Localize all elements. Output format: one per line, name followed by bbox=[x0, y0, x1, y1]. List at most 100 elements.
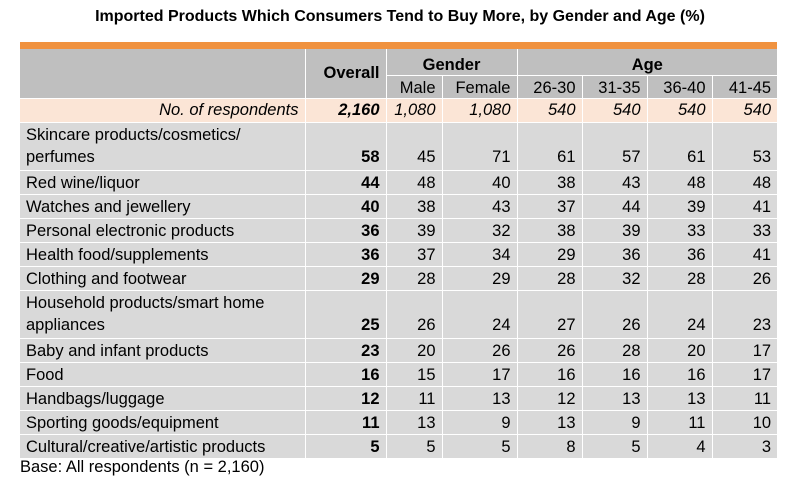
cell-value: 12 bbox=[517, 386, 583, 411]
cell-value: 48 bbox=[386, 170, 443, 195]
cell-value: 13 bbox=[582, 386, 648, 411]
cell-value: 61 bbox=[517, 122, 583, 171]
row-label: Handbags/luggage bbox=[20, 386, 306, 411]
table-row: Watches and jewellery 40 38 43 37 44 39 41 bbox=[20, 194, 778, 219]
cell-value: 4 bbox=[647, 434, 713, 459]
respondents-26-30: 540 bbox=[517, 98, 583, 123]
cell-value: 9 bbox=[442, 410, 518, 435]
cell-value: 5 bbox=[386, 434, 443, 459]
cell-overall: 25 bbox=[305, 290, 387, 339]
cell-value: 27 bbox=[517, 290, 583, 339]
header-row-groups: Overall Gender Age bbox=[20, 49, 778, 99]
cell-value: 57 bbox=[582, 122, 648, 171]
cell-value: 20 bbox=[647, 338, 713, 363]
cell-value: 33 bbox=[712, 218, 778, 243]
respondents-female: 1,080 bbox=[442, 98, 518, 123]
cell-value: 10 bbox=[712, 410, 778, 435]
cell-value: 8 bbox=[517, 434, 583, 459]
cell-value: 13 bbox=[517, 410, 583, 435]
cell-value: 13 bbox=[442, 386, 518, 411]
table-row: Red wine/liquor 44 48 40 38 43 48 48 bbox=[20, 170, 778, 195]
cell-value: 32 bbox=[582, 266, 648, 291]
cell-value: 39 bbox=[582, 218, 648, 243]
respondents-31-35: 540 bbox=[582, 98, 648, 123]
chart-title: Imported Products Which Consumers Tend t… bbox=[95, 8, 705, 25]
cell-value: 23 bbox=[712, 290, 778, 339]
cell-value: 38 bbox=[517, 170, 583, 195]
cell-value: 61 bbox=[647, 122, 713, 171]
header-col-31-35: 31-35 bbox=[582, 75, 648, 99]
cell-value: 11 bbox=[386, 386, 443, 411]
respondents-36-40: 540 bbox=[647, 98, 713, 123]
data-table: Overall Gender Age Male Female 26-30 31-… bbox=[20, 49, 778, 459]
respondents-label: No. of respondents bbox=[20, 98, 306, 123]
header-accent-bar bbox=[20, 42, 777, 49]
row-label: Baby and infant products bbox=[20, 338, 306, 363]
respondents-row: No. of respondents 2,160 1,080 1,080 540… bbox=[20, 98, 778, 123]
cell-overall: 36 bbox=[305, 218, 387, 243]
row-label: Household products/smart home appliances bbox=[20, 290, 306, 339]
cell-overall: 29 bbox=[305, 266, 387, 291]
cell-value: 16 bbox=[517, 362, 583, 387]
respondents-41-45: 540 bbox=[712, 98, 778, 123]
cell-value: 20 bbox=[386, 338, 443, 363]
cell-value: 28 bbox=[647, 266, 713, 291]
table-row: Handbags/luggage 12 11 13 12 13 13 11 bbox=[20, 386, 778, 411]
cell-value: 13 bbox=[647, 386, 713, 411]
cell-value: 36 bbox=[582, 242, 648, 267]
cell-value: 38 bbox=[517, 218, 583, 243]
cell-value: 17 bbox=[712, 362, 778, 387]
table-row: Cultural/creative/artistic products 5 5 5 8 5… bbox=[20, 434, 778, 459]
cell-value: 40 bbox=[442, 170, 518, 195]
cell-overall: 36 bbox=[305, 242, 387, 267]
row-label: Watches and jewellery bbox=[20, 194, 306, 219]
table-row: Household products/smart home appliances… bbox=[20, 290, 778, 339]
cell-value: 13 bbox=[386, 410, 443, 435]
cell-value: 39 bbox=[386, 218, 443, 243]
respondents-male: 1,080 bbox=[386, 98, 443, 123]
cell-value: 71 bbox=[442, 122, 518, 171]
row-label: Red wine/liquor bbox=[20, 170, 306, 195]
row-label: Personal electronic products bbox=[20, 218, 306, 243]
cell-value: 26 bbox=[442, 338, 518, 363]
cell-value: 28 bbox=[582, 338, 648, 363]
header-col-female: Female bbox=[442, 75, 518, 99]
header-col-36-40: 36-40 bbox=[647, 75, 713, 99]
cell-overall: 23 bbox=[305, 338, 387, 363]
cell-value: 26 bbox=[517, 338, 583, 363]
cell-value: 16 bbox=[582, 362, 648, 387]
header-age: Age bbox=[517, 49, 778, 76]
row-label: Skincare products/cosmetics/ perfumes bbox=[20, 122, 306, 171]
cell-value: 37 bbox=[517, 194, 583, 219]
cell-value: 15 bbox=[386, 362, 443, 387]
cell-value: 5 bbox=[442, 434, 518, 459]
header-blank bbox=[20, 49, 306, 99]
table-row: Skincare products/cosmetics/ perfumes 58 4… bbox=[20, 122, 778, 171]
cell-value: 32 bbox=[442, 218, 518, 243]
cell-value: 5 bbox=[582, 434, 648, 459]
cell-value: 43 bbox=[442, 194, 518, 219]
table-row: Clothing and footwear 29 28 29 28 32 28 26 bbox=[20, 266, 778, 291]
table-row: Baby and infant products 23 20 26 26 28 20 17 bbox=[20, 338, 778, 363]
header-col-26-30: 26-30 bbox=[517, 75, 583, 99]
cell-value: 24 bbox=[442, 290, 518, 339]
cell-value: 28 bbox=[517, 266, 583, 291]
table-row: Health food/supplements 36 37 34 29 36 36 41 bbox=[20, 242, 778, 267]
table-row: Sporting goods/equipment 11 13 9 13 9 11 10 bbox=[20, 410, 778, 435]
cell-value: 34 bbox=[442, 242, 518, 267]
cell-value: 41 bbox=[712, 242, 778, 267]
respondents-overall: 2,160 bbox=[305, 98, 387, 123]
cell-overall: 12 bbox=[305, 386, 387, 411]
cell-value: 17 bbox=[442, 362, 518, 387]
cell-overall: 40 bbox=[305, 194, 387, 219]
cell-value: 39 bbox=[647, 194, 713, 219]
header-overall: Overall bbox=[305, 49, 387, 99]
header-col-male: Male bbox=[386, 75, 443, 99]
cell-value: 3 bbox=[712, 434, 778, 459]
cell-value: 29 bbox=[442, 266, 518, 291]
cell-value: 36 bbox=[647, 242, 713, 267]
cell-value: 11 bbox=[712, 386, 778, 411]
cell-value: 33 bbox=[647, 218, 713, 243]
header-gender: Gender bbox=[386, 49, 518, 76]
cell-value: 28 bbox=[386, 266, 443, 291]
